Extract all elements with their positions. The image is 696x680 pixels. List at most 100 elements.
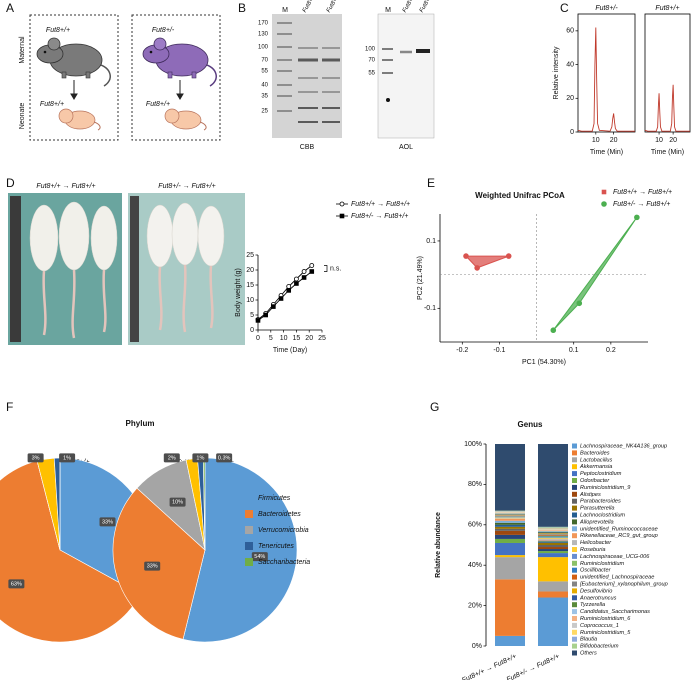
panel-label: C (560, 1, 569, 15)
legend-label: Parabacteroides (580, 499, 621, 505)
value-label: 1% (196, 455, 204, 461)
bar-segment (538, 597, 568, 646)
value-label: 33% (102, 519, 113, 525)
bar-segment (495, 517, 525, 519)
bar-segment (538, 534, 568, 535)
x-tick-label: 20 (305, 335, 313, 342)
bar-segment (495, 511, 525, 512)
bar-segment (495, 512, 525, 513)
panel-d-photos: Fut8+/+ → Fut8+/+ Fut8+/- → Fut8+/+ (8, 183, 245, 345)
ruler (130, 196, 139, 342)
legend-label: Alloprevotella (579, 519, 614, 525)
legend-label: Bacteroides (580, 450, 610, 456)
pie-slice (182, 457, 298, 643)
value-label-box (8, 579, 25, 589)
y-axis-label: Relative intensity (553, 46, 560, 99)
legend-marker (339, 201, 345, 207)
legend-swatch (572, 526, 577, 532)
value-label: 3% (32, 455, 40, 461)
legend-swatch (572, 498, 577, 504)
legend-label: Lachnospiraceae_UCG-006 (580, 554, 650, 560)
y-tick-label: 5 (250, 312, 254, 319)
photo-label: Fut8+/+ → Fut8+/+ (36, 183, 95, 190)
legend-swatch (572, 616, 577, 621)
bar-segment (495, 510, 525, 512)
neonate-mouse (58, 108, 101, 131)
series-line (644, 84, 690, 132)
point (474, 265, 480, 271)
y-tick-label: 0.1 (426, 238, 436, 245)
x-tick-label: 20 (669, 137, 677, 144)
bar-segment (495, 516, 525, 518)
bar-segment (495, 555, 525, 558)
legend-swatch (572, 567, 577, 573)
x-tick-label: 5 (269, 335, 273, 342)
value-label-box (251, 552, 268, 562)
legend-swatch (572, 581, 577, 587)
bar-segment (495, 514, 525, 515)
bar-segment (538, 527, 568, 529)
point (463, 253, 469, 259)
legend-label: Tenericutes (258, 543, 294, 550)
bar-segment (538, 557, 568, 582)
legend-label: Lactobacillus (580, 457, 613, 463)
legend-label: Lachnoclostridium (580, 512, 625, 518)
panel-b: 170 130 100 70 55 40 35 25 100 70 55 M F… (258, 0, 435, 151)
bar-segment (538, 529, 568, 531)
panel-label: D (6, 176, 15, 190)
group-box (29, 14, 119, 141)
bar-segment (538, 444, 568, 527)
value-label-box (99, 517, 116, 527)
legend-swatch (572, 595, 577, 601)
bar-segment (538, 541, 568, 543)
y-tick-label: 0 (570, 129, 574, 136)
value-label: 33% (147, 564, 158, 570)
value-label-box (216, 453, 233, 463)
legend-swatch (572, 464, 577, 470)
genotype-label: Fut8+/+ (46, 27, 70, 34)
bar-segment (538, 536, 568, 538)
pie-slice (0, 460, 142, 643)
series-line (577, 27, 635, 132)
chart-title: Phylum (126, 419, 155, 428)
bar-segment (495, 511, 525, 513)
legend-label: Fut8+/- → Fut8+/+ (351, 213, 408, 220)
legend-swatch (572, 533, 577, 539)
bar-segment (495, 515, 525, 516)
legend-swatch (572, 505, 577, 511)
point (301, 269, 307, 274)
bar-segment (538, 531, 568, 533)
bar-segment (495, 513, 525, 515)
legend-swatch (572, 491, 577, 497)
point (286, 284, 292, 289)
x-axis-label: PC1 (54.30%) (522, 359, 566, 366)
legend-label: Odoribacter (580, 478, 610, 484)
value-label: 10% (172, 500, 183, 506)
neonate-mouse (164, 108, 207, 131)
bar-segment (538, 553, 568, 558)
blot-caption: CBB (300, 144, 315, 151)
bar-segment (538, 533, 568, 535)
legend-swatch (572, 609, 577, 615)
legend-label: Fut8+/+ → Fut8+/+ (613, 189, 672, 196)
point (505, 253, 512, 259)
bar-segment (538, 545, 568, 548)
bar-segment (538, 528, 568, 530)
x-tick-label: 25 (318, 335, 326, 342)
legend-swatch (572, 629, 577, 635)
x-tick-label: 15 (293, 335, 301, 342)
bar-segment (495, 516, 525, 517)
legend-swatch (572, 574, 577, 580)
legend-swatch (245, 510, 253, 518)
value-label: 1% (63, 455, 71, 461)
legend-label: Desulfovibrio (580, 588, 612, 594)
bar-segment (495, 557, 525, 580)
y-tick-label: 40% (468, 562, 482, 569)
legend-label: Oscillibacter (580, 568, 612, 574)
x-tick-label: 0.2 (606, 347, 616, 354)
legend-label: Saccharibacteria (258, 559, 310, 566)
bar-segment (538, 539, 568, 541)
legend-swatch (572, 560, 577, 566)
legend-label: Parasutterella (580, 506, 615, 512)
